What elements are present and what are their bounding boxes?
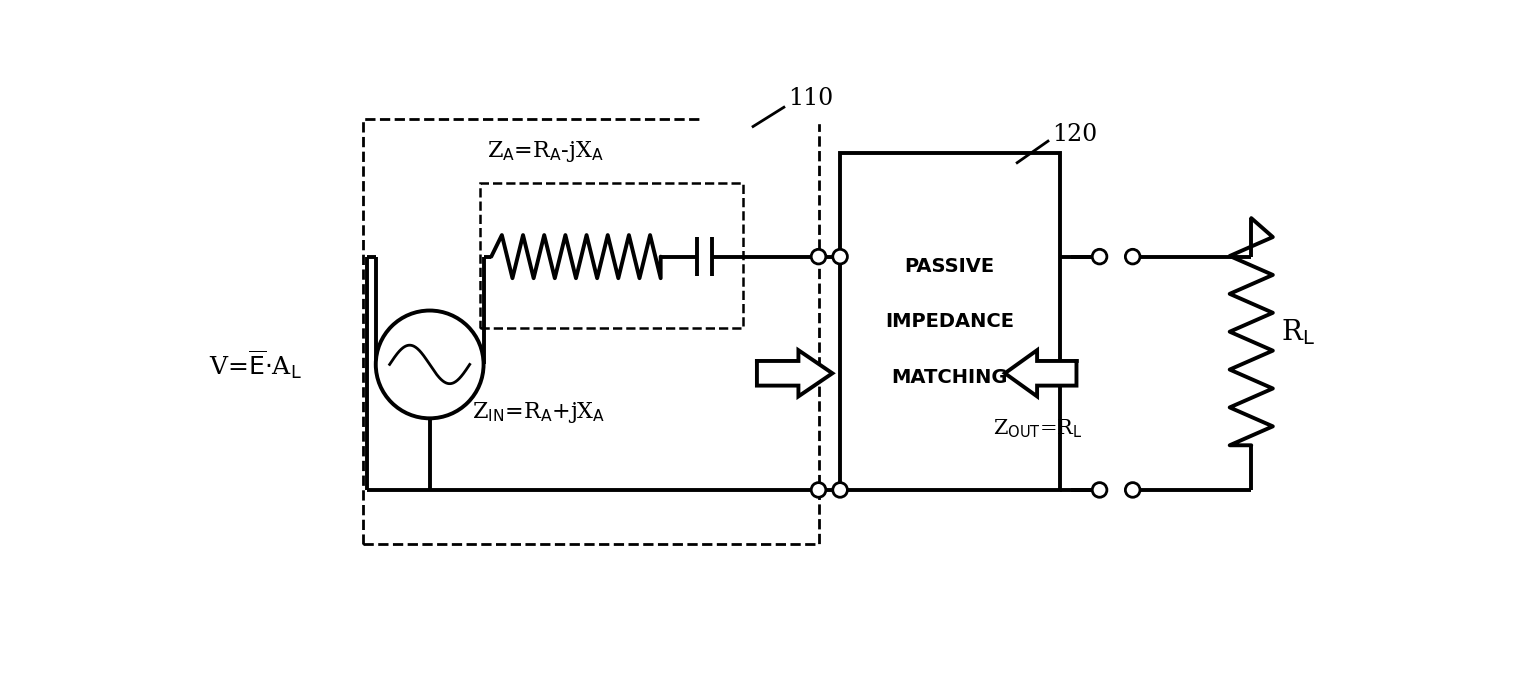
- Polygon shape: [756, 350, 833, 396]
- Text: Z$_{\rm OUT}$=R$_{\rm L}$: Z$_{\rm OUT}$=R$_{\rm L}$: [993, 417, 1083, 440]
- Circle shape: [1125, 483, 1140, 497]
- Text: V=$\overline{\rm E}$$\cdot$A$_{\rm L}$: V=$\overline{\rm E}$$\cdot$A$_{\rm L}$: [209, 349, 301, 381]
- Bar: [840, 153, 1059, 490]
- Circle shape: [376, 310, 483, 418]
- Text: Z$_{\rm A}$=R$_{\rm A}$-jX$_{\rm A}$: Z$_{\rm A}$=R$_{\rm A}$-jX$_{\rm A}$: [487, 138, 604, 164]
- Circle shape: [811, 483, 825, 497]
- Text: 120: 120: [1051, 123, 1097, 146]
- Text: R$_{\rm L}$: R$_{\rm L}$: [1280, 317, 1314, 346]
- Polygon shape: [703, 110, 822, 123]
- Text: 110: 110: [788, 87, 833, 110]
- Polygon shape: [1005, 350, 1076, 396]
- Text: Z$_{\rm IN}$=R$_{\rm A}$+jX$_{\rm A}$: Z$_{\rm IN}$=R$_{\rm A}$+jX$_{\rm A}$: [472, 400, 605, 425]
- Circle shape: [811, 250, 825, 264]
- Circle shape: [1125, 250, 1140, 264]
- Bar: [480, 183, 743, 328]
- Circle shape: [833, 250, 848, 264]
- Circle shape: [1093, 483, 1106, 497]
- Circle shape: [1093, 250, 1106, 264]
- Text: MATCHING: MATCHING: [891, 368, 1008, 387]
- Bar: [362, 119, 819, 544]
- Text: PASSIVE: PASSIVE: [905, 256, 995, 276]
- Text: IMPEDANCE: IMPEDANCE: [885, 312, 1015, 331]
- Circle shape: [833, 483, 848, 497]
